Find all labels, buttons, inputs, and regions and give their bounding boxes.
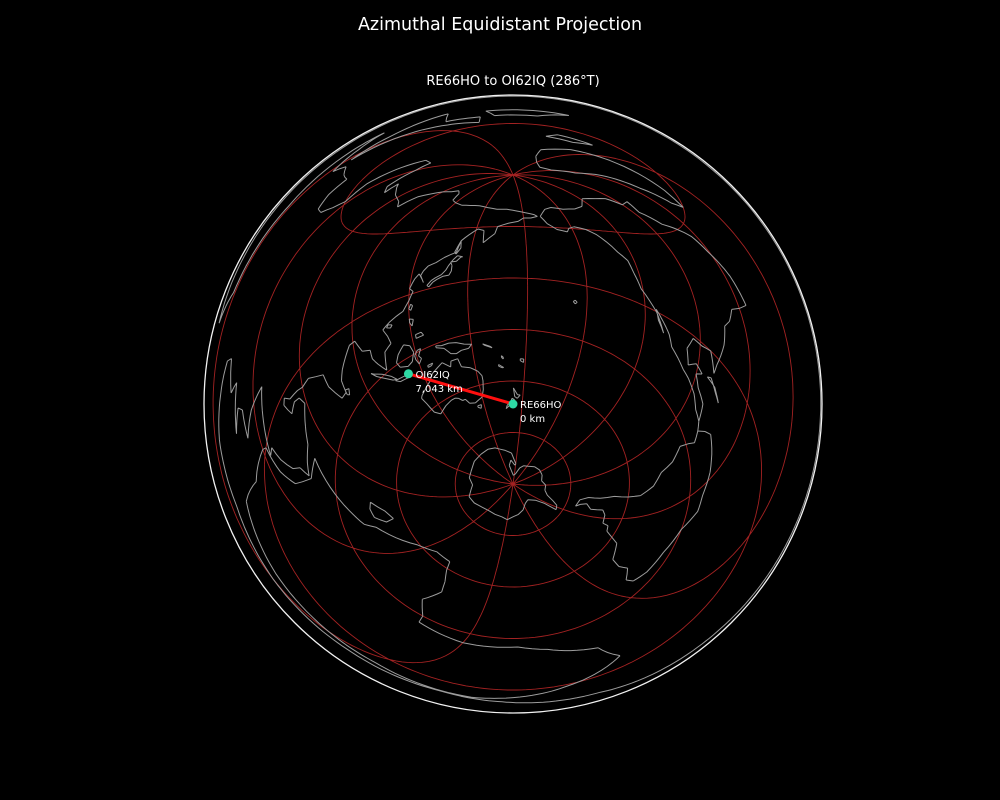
station-name-re66ho: RE66HO (520, 400, 562, 411)
great-circle-path (406, 372, 515, 406)
station-name-oi62iq: OI62IQ (415, 370, 449, 381)
station-marker-oi62iq (403, 369, 413, 379)
station-marker-re66ho (508, 399, 518, 409)
coastlines (218, 95, 822, 704)
station-distance-re66ho: 0 km (520, 414, 545, 425)
projection-boundary (203, 94, 823, 714)
figure-title: Azimuthal Equidistant Projection (357, 15, 643, 35)
station-distance-oi62iq: 7,043 km (415, 384, 462, 395)
axes-title: RE66HO to OI62IQ (286°T) (426, 74, 600, 89)
